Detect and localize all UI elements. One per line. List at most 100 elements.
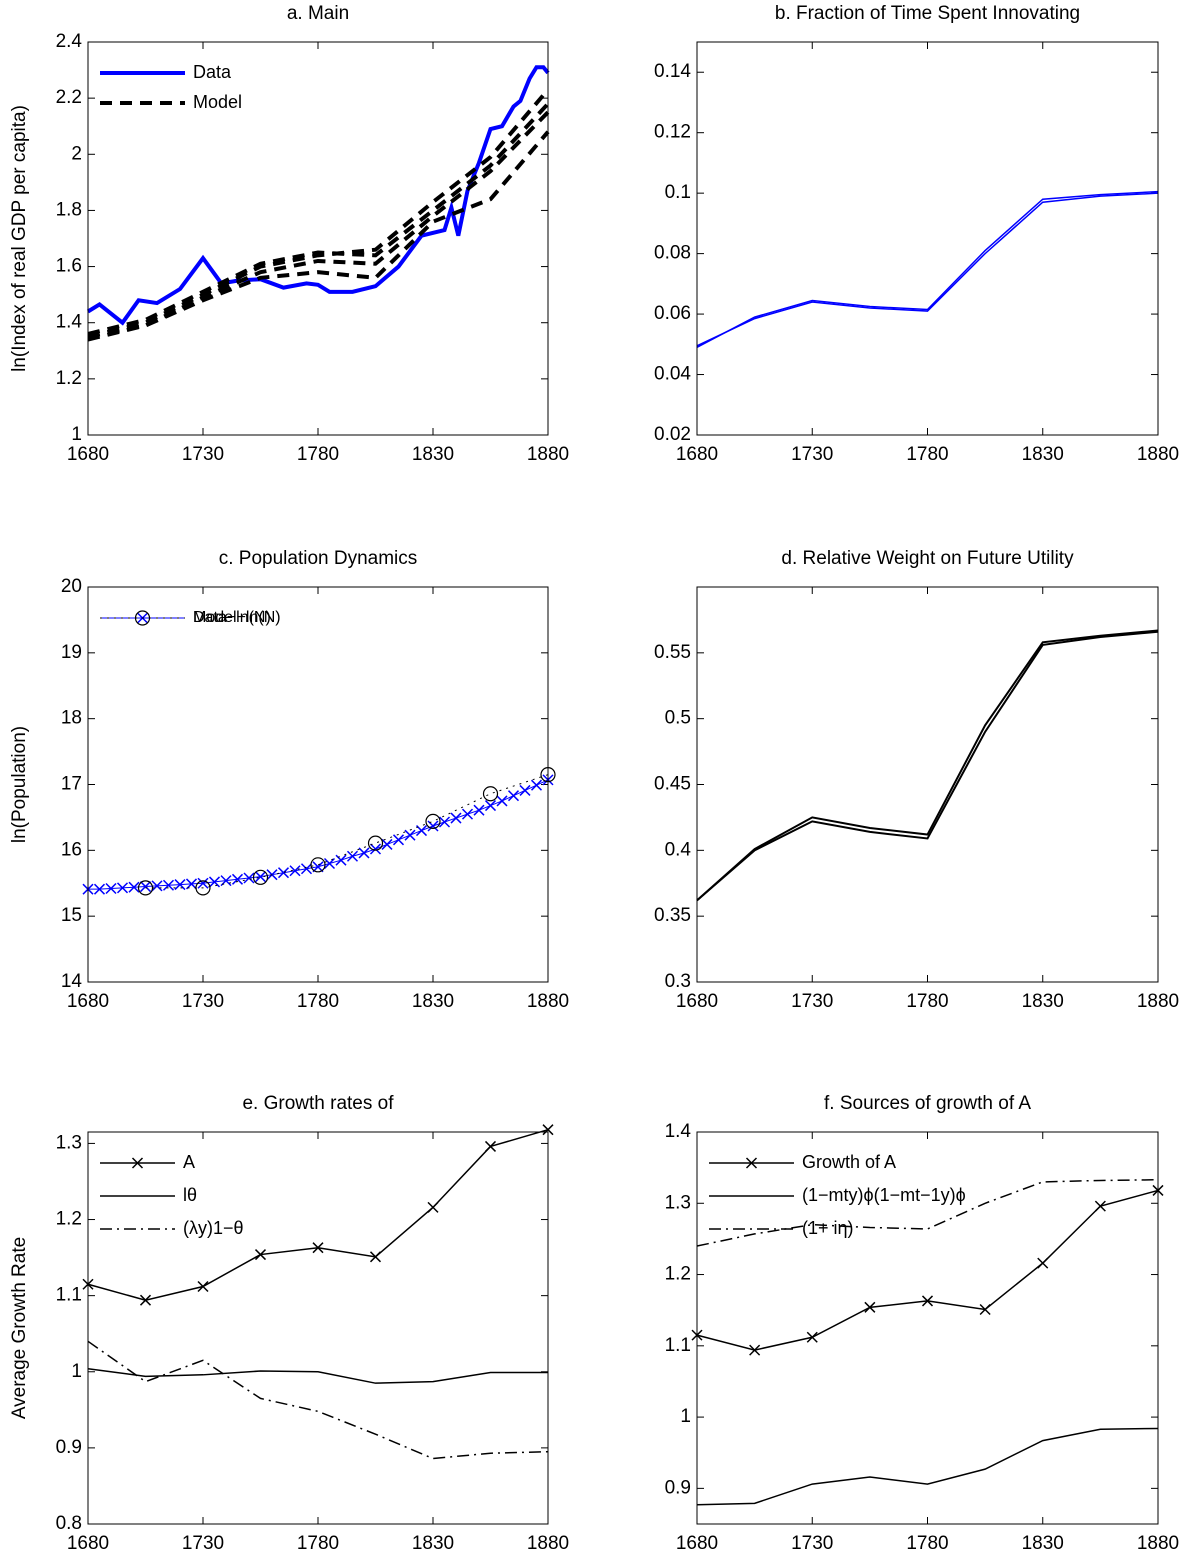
marker-circle [252,869,269,885]
y-axis-label: ln(Index of real GDP per capita) [9,105,30,372]
y-tick-label: 1.4 [56,312,83,333]
marker-x [438,816,451,828]
series-line [88,779,549,890]
plot-frame [696,41,1159,436]
marker-circle [134,610,151,626]
x-tick-label: 1730 [791,444,833,465]
series-line [87,1128,549,1301]
y-tick-label: 1.1 [56,1285,82,1306]
series-line [696,192,1159,347]
marker-x [300,863,313,875]
marker-x [139,1294,152,1306]
x-tick-label: 1830 [1022,1533,1064,1554]
marker-x [864,1301,876,1313]
y-tick-label: 1.2 [665,1264,691,1285]
series-line [86,65,550,326]
y-tick-label: 1 [71,424,82,445]
marker-circle [367,835,384,851]
marker-circle [310,857,326,873]
chart-title: f. Sources of growth of A [824,1093,1031,1114]
x-tick-label: 1880 [1137,991,1179,1012]
marker-x [174,879,186,891]
legend-label: Growth of A [802,1152,896,1172]
chart-title: b. Fraction of Time Spent Innovating [775,3,1080,24]
y-tick-label: 1.2 [56,1209,82,1230]
marker-x [289,865,301,877]
y-tick-label: 1.8 [56,199,82,220]
x-tick-label: 1680 [676,444,718,465]
marker-x [404,829,416,841]
marker-x [450,812,462,824]
marker-x [369,1251,382,1263]
x-tick-label: 1880 [527,991,569,1012]
marker-x [381,838,393,850]
marker-x [484,800,497,812]
marker-x [254,871,267,883]
y-tick-label: 0.55 [654,642,691,663]
marker-x [507,790,520,802]
plot-frame [87,586,549,983]
y-axis-label: Average Growth Rate [9,1237,30,1419]
marker-x [131,1157,144,1169]
marker-x [745,1157,758,1169]
x-tick-label: 1830 [1022,991,1064,1012]
legend-label: Model [193,92,242,112]
marker-x [139,881,152,893]
x-tick-label: 1830 [1022,444,1064,465]
marker-circle [425,813,441,829]
y-tick-label: 0.9 [665,1477,691,1498]
legend-label: A [183,1152,195,1172]
marker-x [128,881,140,893]
x-tick-label: 1880 [1137,444,1179,465]
marker-x [312,1242,324,1254]
marker-x [254,1249,267,1261]
chart-title: e. Growth rates of [242,1093,394,1114]
marker-x [162,879,175,891]
y-tick-label: 18 [61,708,82,729]
marker-x [392,834,405,846]
series-line [696,629,1159,902]
y-tick-label: 0.35 [654,905,691,926]
marker-x [806,1331,818,1343]
y-tick-label: 2 [71,143,82,164]
y-tick-label: 1.1 [665,1335,691,1356]
legend-label: Model−ln(N) [193,609,281,626]
legend-label: (1−mty)ϕ(1−mt−1y)ϕ [802,1185,966,1205]
series-line [87,130,550,339]
chart-title: d. Relative Weight on Future Utility [781,548,1074,569]
x-tick-label: 1830 [412,991,454,1012]
legend-label: (1+ iη) [802,1218,854,1238]
x-tick-label: 1730 [791,991,833,1012]
y-tick-label: 0.45 [654,774,691,795]
marker-x [93,883,106,895]
x-tick-label: 1830 [412,1533,454,1554]
series-line [87,110,550,342]
marker-x [197,877,209,889]
marker-x [197,1280,209,1293]
marker-x [346,850,359,862]
x-tick-label: 1780 [297,1533,339,1554]
x-tick-label: 1680 [676,991,718,1012]
y-tick-label: 2.4 [56,31,83,52]
y-tick-label: 1.3 [665,1192,691,1213]
x-tick-label: 1680 [67,1533,109,1554]
y-tick-label: 0.4 [665,839,692,860]
marker-x [358,847,370,859]
marker-circle [482,786,499,802]
marker-x [369,843,382,855]
chart-title: c. Population Dynamics [219,548,418,569]
marker-x [1094,1200,1106,1212]
x-tick-label: 1780 [906,991,948,1012]
y-tick-label: 2.2 [56,87,82,108]
y-tick-label: 0.5 [665,708,691,729]
series-line [696,1427,1159,1506]
y-tick-label: 15 [61,905,82,926]
y-tick-label: 1.2 [56,368,82,389]
y-axis-label: ln(Population) [9,726,30,843]
marker-x [312,861,324,873]
marker-x [1037,1257,1049,1269]
y-tick-label: 20 [61,576,82,597]
series-line [696,630,1159,902]
plot-frame [87,41,549,436]
